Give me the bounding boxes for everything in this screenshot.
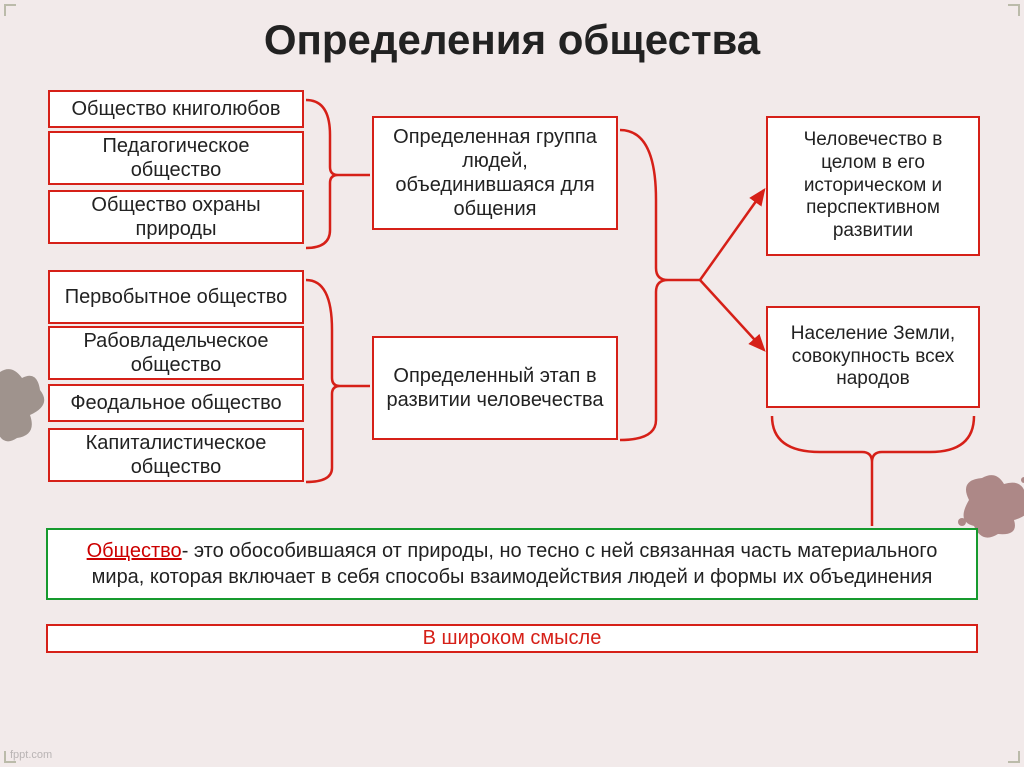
left-g2-2: Феодальное общество — [48, 384, 304, 422]
def-rest: - это обособившаяся от природы, но тесно… — [92, 540, 938, 588]
left-g2-1: Рабовладельческое общество — [48, 326, 304, 380]
mid-top: Определенная группа людей, объединившаяс… — [372, 116, 618, 230]
definition-box: Общество- это обособившаяся от природы, … — [46, 528, 978, 600]
left-g1-0: Общество книголюбов — [48, 90, 304, 128]
right-top: Человечество в целом в его историческом … — [766, 116, 980, 256]
right-bot: Население Земли, совокупность всех народ… — [766, 306, 980, 408]
left-g2-0: Первобытное общество — [48, 270, 304, 324]
left-g1-1: Педагогическое общество — [48, 131, 304, 185]
left-g1-2: Общество охраны природы — [48, 190, 304, 244]
page-title: Определения общества — [0, 16, 1024, 64]
footer-watermark: fppt.com — [10, 749, 52, 761]
def-term: Общество — [87, 540, 182, 562]
left-g2-3: Капиталистическое общество — [48, 428, 304, 482]
mid-bot: Определенный этап в развитии человечеств… — [372, 336, 618, 440]
wide-sense-label: В широком смысле — [46, 624, 978, 653]
